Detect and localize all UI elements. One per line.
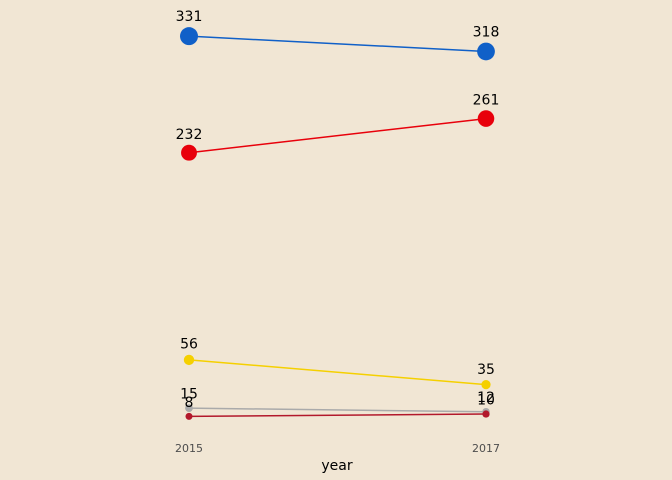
series-layer: 331 318 232 261 56 35 15 12 8 10 — [176, 9, 500, 420]
series-1: 232 261 — [176, 92, 500, 161]
data-label: 12 — [477, 390, 495, 406]
series-2: 56 35 — [180, 337, 495, 390]
data-point — [185, 412, 193, 420]
x-tick-label: 2017 — [472, 442, 500, 455]
data-label: 8 — [185, 395, 194, 411]
data-label: 331 — [176, 9, 203, 25]
series-line — [188, 117, 487, 154]
data-point — [477, 110, 495, 127]
data-label: 10 — [477, 392, 495, 408]
data-label: 56 — [180, 337, 198, 353]
series-line — [188, 413, 487, 418]
series-line — [188, 407, 487, 413]
series-4: 8 10 — [185, 392, 495, 420]
series-0: 331 318 — [176, 9, 500, 61]
data-label: 318 — [473, 25, 500, 41]
data-point — [183, 354, 195, 366]
x-tick-label: 2015 — [175, 442, 203, 455]
x-axis-title: year — [321, 458, 352, 474]
data-point — [185, 404, 193, 413]
data-point — [180, 27, 198, 46]
data-point — [181, 144, 197, 161]
data-label: 232 — [176, 127, 203, 143]
data-label: 15 — [180, 386, 198, 402]
data-label: 261 — [473, 92, 500, 108]
data-point — [481, 380, 491, 390]
x-axis: 2015 2017 — [175, 442, 500, 455]
data-point — [482, 410, 490, 418]
series-line — [188, 35, 487, 53]
data-label: 35 — [477, 362, 495, 378]
series-line — [188, 359, 487, 386]
data-point — [477, 42, 495, 61]
